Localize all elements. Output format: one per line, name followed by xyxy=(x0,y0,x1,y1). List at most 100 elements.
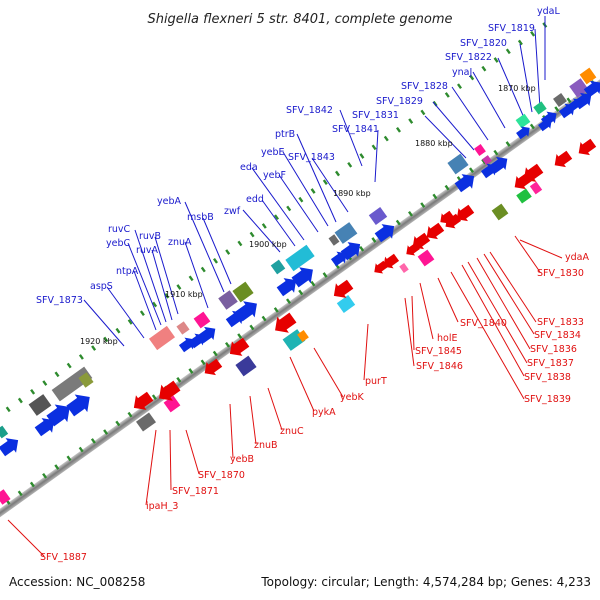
feature-box xyxy=(328,234,340,246)
reverse-gene-arrow xyxy=(374,260,388,274)
forward-gene-label: SFV_1843 xyxy=(288,152,335,163)
feature-box xyxy=(515,113,531,129)
forward-gene-label: ruvA xyxy=(136,245,159,256)
feature-box xyxy=(218,290,238,310)
feature-box xyxy=(232,281,254,303)
accession-text: Accession: NC_008258 xyxy=(9,575,145,589)
leader-line xyxy=(451,86,489,141)
leader-line xyxy=(514,235,541,273)
leader-line xyxy=(450,271,525,400)
reverse-tick-mark xyxy=(566,97,572,104)
feature-box xyxy=(482,155,492,165)
feature-box xyxy=(235,355,257,377)
forward-gene-label: SFV_1828 xyxy=(401,81,448,92)
reverse-tick-mark xyxy=(115,420,121,427)
leader-line xyxy=(289,356,315,412)
reverse-gene-arrow xyxy=(275,312,297,333)
reverse-gene-arrow xyxy=(204,358,223,376)
reverse-tick-mark xyxy=(66,455,72,462)
forward-gene-arrow xyxy=(291,267,313,288)
forward-tick-mark xyxy=(249,231,255,238)
forward-tick-mark xyxy=(200,266,206,273)
forward-tick-mark xyxy=(359,153,365,159)
leader-line xyxy=(339,109,363,167)
leader-line xyxy=(7,519,45,557)
reverse-gene-label: SFV_1871 xyxy=(172,486,219,497)
reverse-tick-mark xyxy=(395,219,401,226)
reverse-tick-mark xyxy=(554,106,560,112)
forward-gene-label: msbB xyxy=(187,212,214,223)
reverse-tick-mark xyxy=(432,193,438,200)
leader-line xyxy=(483,253,535,335)
leader-line xyxy=(419,282,434,340)
feature-box xyxy=(0,489,11,505)
forward-tick-mark xyxy=(139,310,145,317)
forward-tick-mark xyxy=(298,196,304,203)
forward-tick-mark xyxy=(115,327,121,334)
forward-tick-mark xyxy=(396,126,401,133)
reverse-tick-mark xyxy=(371,237,377,243)
gene-arrows xyxy=(0,80,600,457)
tick-label-1910: 1910 kbp xyxy=(165,290,203,299)
leader-line xyxy=(313,347,344,398)
reverse-gene-label: SFV_1870 xyxy=(198,470,245,481)
forward-gene-arrow xyxy=(0,438,19,457)
forward-gene-arrow xyxy=(516,126,530,140)
reverse-gene-arrow xyxy=(406,242,420,256)
forward-gene-label: SFV_1842 xyxy=(286,105,333,116)
forward-tick-mark xyxy=(103,336,109,343)
reverse-gene-label: SFV_1838 xyxy=(524,372,571,383)
forward-gene-label: ptrB xyxy=(275,129,295,140)
forward-tick-mark xyxy=(481,65,487,72)
forward-gene-label: yebC xyxy=(106,238,130,249)
leader-line xyxy=(296,133,337,223)
reverse-gene-label: holE xyxy=(437,333,457,344)
leader-line xyxy=(151,249,173,321)
leader-line xyxy=(404,297,415,367)
leader-line xyxy=(424,115,467,159)
feature-box xyxy=(474,144,486,156)
forward-tick-mark xyxy=(505,48,511,55)
reverse-tick-mark xyxy=(151,394,157,401)
leader-line xyxy=(169,429,172,491)
forward-tick-mark xyxy=(66,362,72,369)
leader-line xyxy=(242,209,281,253)
forward-gene-label: aspS xyxy=(90,281,113,292)
forward-tick-mark xyxy=(469,74,475,81)
reverse-gene-arrow xyxy=(456,204,475,222)
reverse-gene-arrow xyxy=(412,232,431,250)
reverse-tick-mark xyxy=(469,167,474,174)
reverse-tick-mark xyxy=(310,280,316,287)
feature-box xyxy=(270,259,286,275)
reverse-gene-label: SFV_1840 xyxy=(460,318,507,329)
reverse-tick-mark xyxy=(29,481,35,488)
reverse-gene-arrow xyxy=(133,391,154,410)
leader-line xyxy=(184,201,225,293)
leader-line xyxy=(185,429,200,475)
forward-tick-mark xyxy=(420,109,426,116)
leader-line xyxy=(202,217,232,285)
reverse-gene-arrow xyxy=(445,213,462,229)
tick-label-1920: 1920 kbp xyxy=(80,337,118,346)
forward-tick-mark xyxy=(383,135,389,142)
tick-label-1900: 1900 kbp xyxy=(249,240,287,249)
reverse-gene-label: ydaA xyxy=(565,252,589,263)
genome-backbone xyxy=(0,51,600,547)
forward-tick-mark xyxy=(530,30,536,37)
leader-line xyxy=(251,167,305,241)
feature-box xyxy=(78,372,94,388)
reverse-tick-mark xyxy=(505,141,511,147)
feature-box xyxy=(285,244,315,272)
forward-gene-label: edd xyxy=(246,194,264,205)
forward-gene-label: SFV_1822 xyxy=(445,52,492,63)
leader-line xyxy=(472,71,506,129)
forward-tick-mark xyxy=(444,92,450,98)
forward-tick-mark xyxy=(164,292,170,299)
forward-tick-mark xyxy=(54,371,60,378)
tick-label-1880: 1880 kbp xyxy=(415,139,453,148)
leader-line xyxy=(83,299,125,347)
leader-line xyxy=(519,239,563,259)
forward-tick-mark xyxy=(517,39,523,46)
